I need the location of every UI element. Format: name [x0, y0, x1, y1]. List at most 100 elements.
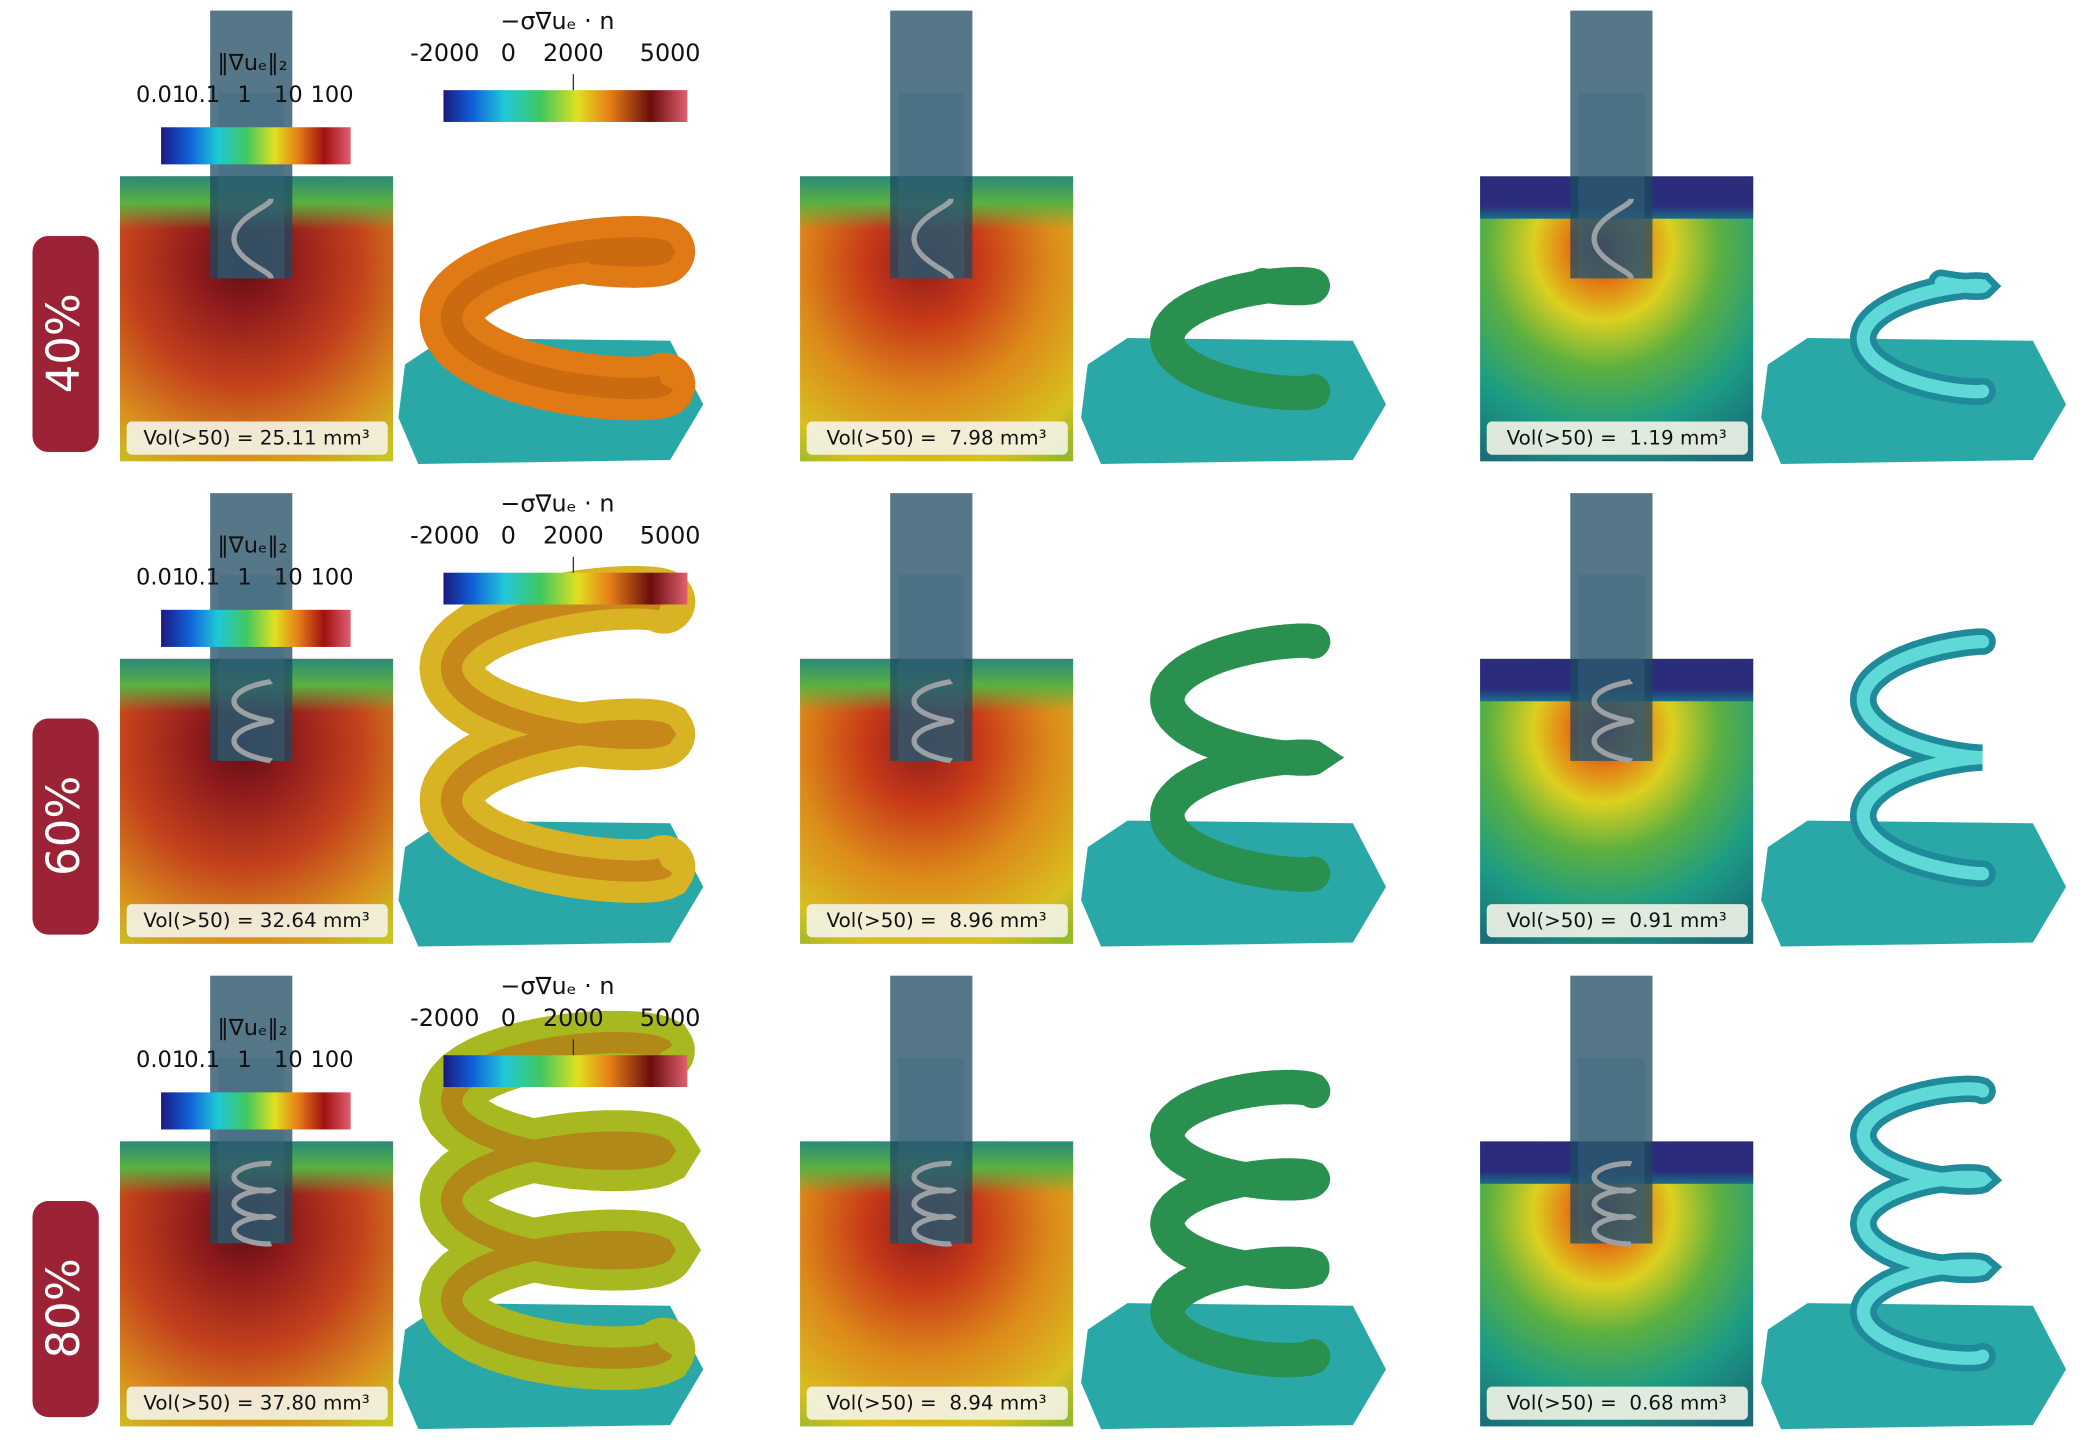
electrode-coil: [911, 1160, 958, 1247]
row-label: 80%: [37, 1258, 90, 1358]
volume-label: Vol(>50) = 32.64 mm³: [143, 909, 369, 932]
volume-box: [126, 904, 388, 938]
colorbar-tick: 2000: [543, 1004, 604, 1032]
base-plate: [1081, 820, 1386, 947]
colorbar-tick: 1: [237, 82, 251, 108]
figure-row: 80% Vol(>50) = 37.80 mm³ Vol(>50) = 8.94 m…: [32, 972, 2067, 1430]
electrode-tube-highlight: [1856, 276, 1992, 399]
base-plate: [1761, 820, 2067, 947]
flux-arrows-core: [440, 237, 676, 400]
colorbar-tick: 0.1: [184, 82, 220, 108]
electrode-coil: [231, 1160, 278, 1247]
volume-label: Vol(>50) = 25.11 mm³: [143, 426, 369, 449]
flux-arrows: [1149, 1069, 1336, 1378]
electrode-coil: [231, 198, 274, 279]
electrode-tube-highlight: [1856, 1082, 1993, 1365]
electrode-tip: [1578, 575, 1645, 761]
electrode-tip: [898, 92, 965, 279]
flux-arrows: [1149, 623, 1345, 892]
volume-label: Vol(>50) = 1.19 mm³: [1507, 426, 1727, 449]
volume-label: Vol(>50) = 37.80 mm³: [143, 1391, 369, 1414]
colorbar-tick: 5000: [640, 39, 701, 67]
colorbar-title: −σ∇uₑ · n: [500, 972, 614, 1000]
colorbar-tick: 2000: [543, 521, 604, 549]
row-badge: [32, 1201, 99, 1418]
colorbar-tick: 10: [274, 82, 303, 108]
electrode-coil: [1591, 679, 1635, 764]
colorbar-title: ‖∇uₑ‖₂: [217, 1015, 287, 1041]
figure-row: 60% Vol(>50) = 32.64 mm³ Vol(>50) = 8.96 m…: [32, 490, 2067, 947]
flux-arrows-core: [440, 587, 677, 882]
colorbar-tick: -2000: [410, 521, 479, 549]
colorbar-tick: -2000: [410, 39, 479, 67]
electrode-tip: [1578, 92, 1645, 279]
electrode-coil: [1591, 1160, 1638, 1247]
volume-label: Vol(>50) = 8.96 mm³: [827, 909, 1047, 932]
colorbar-title: ‖∇uₑ‖₂: [217, 50, 287, 76]
volume-box: [1486, 421, 1748, 455]
electrode-coil: [231, 679, 275, 764]
flux-arrows: [1150, 266, 1333, 411]
electrode-tip: [218, 575, 285, 761]
volume-label: Vol(>50) = 7.98 mm³: [827, 426, 1047, 449]
volume-box: [806, 421, 1068, 455]
electrode-rod: [890, 975, 973, 1244]
colorbar-gradient: [443, 1055, 688, 1088]
electrode-rod: [1570, 10, 1653, 279]
row-badge: [32, 718, 99, 935]
electrode-tip: [1578, 1057, 1645, 1244]
base-plate: [1761, 338, 2067, 464]
colorbar-tick: 5000: [640, 1004, 701, 1032]
electrode-rod: [1570, 975, 1653, 1244]
colorbar-tick: 0.1: [184, 564, 220, 590]
colorbar-title: ‖∇uₑ‖₂: [217, 533, 287, 559]
colorbar-tick: 2000: [543, 39, 604, 67]
volume-box: [806, 1386, 1068, 1420]
colorbar-gradient: [161, 1092, 351, 1130]
colorbar-tick: -2000: [410, 1004, 479, 1032]
colorbar-tick: 0.01: [136, 564, 186, 590]
colorbar-tick: 0: [501, 39, 516, 67]
colorbar-gradient: [161, 127, 351, 165]
colorbar-tick: 100: [311, 564, 354, 590]
electrode-tip: [898, 1057, 965, 1244]
base-plate: [1761, 1303, 2067, 1430]
volume-box: [1486, 904, 1748, 938]
colorbar-tick: 0.1: [184, 1047, 220, 1073]
colorbar-tick: 10: [274, 564, 303, 590]
electrode-tip: [218, 92, 285, 279]
electrode-tip: [218, 1057, 285, 1244]
colorbar-tick: 5000: [640, 521, 701, 549]
colorbar-title: −σ∇uₑ · n: [500, 7, 614, 35]
colorbar-tick: 1: [237, 1047, 251, 1073]
volume-label: Vol(>50) = 8.94 mm³: [827, 1391, 1047, 1414]
electrode-coil: [911, 679, 955, 764]
volume-box: [126, 421, 388, 455]
flux-arrows-core: [440, 1032, 677, 1369]
colorbar-title: −σ∇uₑ · n: [500, 490, 614, 518]
volume-box: [1486, 1386, 1748, 1420]
volume-label: Vol(>50) = 0.91 mm³: [1507, 909, 1727, 932]
colorbar-tick: 0: [501, 1004, 516, 1032]
row-label: 40%: [37, 293, 90, 393]
electrode-coil: [911, 198, 954, 279]
volume-box: [126, 1386, 388, 1420]
electrode-rod: [890, 10, 973, 279]
electrode-tube-highlight: [1856, 634, 1990, 881]
figure-row: 40% Vol(>50) = 25.11 mm³ Vol(>50) = 7.98 m…: [32, 7, 2067, 464]
volume-box: [806, 904, 1068, 938]
row-label: 60%: [37, 776, 90, 876]
electrode-tip: [898, 575, 965, 761]
colorbar-tick: 0.01: [136, 82, 186, 108]
colorbar-tick: 0.01: [136, 1047, 186, 1073]
colorbar-tick: 0: [501, 521, 516, 549]
colorbar-gradient: [161, 609, 351, 647]
row-badge: [32, 235, 99, 453]
colorbar-tick: 100: [311, 1047, 354, 1073]
colorbar-tick: 100: [311, 82, 354, 108]
electrode-coil: [1591, 198, 1634, 279]
colorbar-tick: 10: [274, 1047, 303, 1073]
colorbar-tick: 1: [237, 564, 251, 590]
